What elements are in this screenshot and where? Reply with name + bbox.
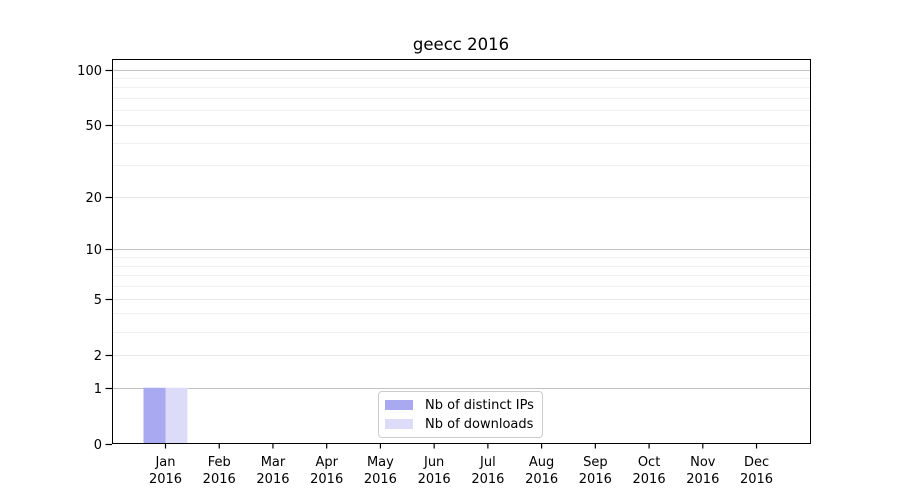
- bars: [143, 387, 188, 444]
- bar-nb-of-downloads-jan-2016: [165, 387, 188, 444]
- legend: Nb of distinct IPs Nb of downloads: [378, 391, 543, 438]
- legend-item-distinct-ips: Nb of distinct IPs: [385, 396, 542, 415]
- x-tick-label-oct-2016: Oct 2016: [633, 455, 666, 487]
- y-tick-label: 5: [94, 293, 102, 308]
- legend-label-downloads: Nb of downloads: [425, 416, 534, 432]
- x-tick-label-aug-2016: Aug 2016: [525, 455, 558, 487]
- y-tick-label: 2: [94, 349, 102, 364]
- y-tick-label: 20: [85, 191, 102, 206]
- y-tick-label: 100: [77, 64, 102, 79]
- x-tick-label-apr-2016: Apr 2016: [310, 455, 343, 487]
- x-tick-label-jan-2016: Jan 2016: [149, 455, 182, 487]
- x-axis: Jan 2016 Feb 2016 Mar 2016 Apr 2016 May 2016 Jun 20…: [149, 444, 773, 487]
- x-tick-label-nov-2016: Nov 2016: [686, 455, 719, 487]
- axes-frame: [112, 59, 811, 444]
- y-tick-label: 1: [94, 382, 102, 397]
- y-axis: 0 1 2 5 10 20 50 100: [77, 64, 112, 453]
- y-tick-label: 50: [85, 119, 102, 134]
- x-tick-label-sep-2016: Sep 2016: [579, 455, 612, 487]
- bar-nb-of-distinct-ips-jan-2016: [143, 387, 166, 444]
- x-tick-label-feb-2016: Feb 2016: [203, 455, 236, 487]
- legend-label-distinct-ips: Nb of distinct IPs: [425, 397, 534, 413]
- legend-swatch-downloads: [385, 419, 413, 429]
- gridlines: [112, 70, 810, 389]
- x-tick-label-may-2016: May 2016: [364, 455, 397, 487]
- chart-title: geecc 2016: [412, 35, 510, 54]
- x-tick-label-dec-2016: Dec 2016: [740, 455, 773, 487]
- y-tick-label: 10: [85, 243, 102, 258]
- legend-item-downloads: Nb of downloads: [385, 415, 542, 434]
- x-tick-label-jul-2016: Jul 2016: [471, 455, 504, 487]
- x-tick-label-jun-2016: Jun 2016: [418, 455, 451, 487]
- legend-swatch-distinct-ips: [385, 400, 413, 410]
- y-tick-label: 0: [94, 438, 102, 453]
- x-tick-label-mar-2016: Mar 2016: [256, 455, 289, 487]
